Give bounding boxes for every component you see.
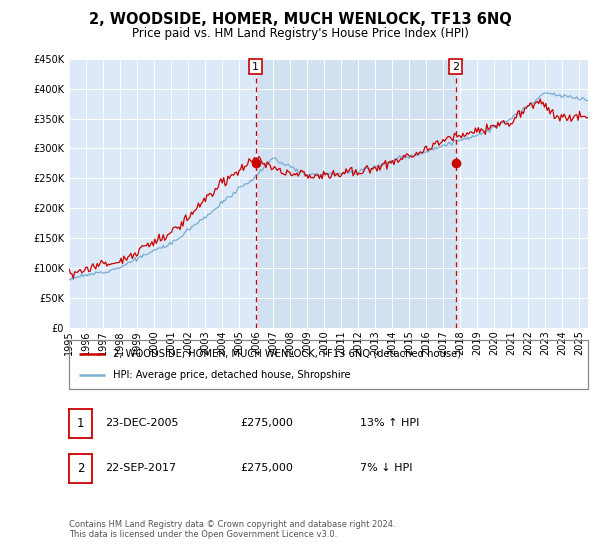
Text: HPI: Average price, detached house, Shropshire: HPI: Average price, detached house, Shro…	[113, 370, 351, 380]
Text: 1: 1	[77, 417, 84, 430]
Bar	[256, 59, 455, 328]
Text: Contains HM Land Registry data © Crown copyright and database right 2024.
This d: Contains HM Land Registry data © Crown c…	[69, 520, 395, 539]
Text: £275,000: £275,000	[240, 463, 293, 473]
Text: 2: 2	[77, 461, 84, 475]
Text: 22-SEP-2017: 22-SEP-2017	[105, 463, 176, 473]
Text: 2, WOODSIDE, HOMER, MUCH WENLOCK, TF13 6NQ: 2, WOODSIDE, HOMER, MUCH WENLOCK, TF13 6…	[89, 12, 511, 27]
Text: 2, WOODSIDE, HOMER, MUCH WENLOCK, TF13 6NQ (detached house): 2, WOODSIDE, HOMER, MUCH WENLOCK, TF13 6…	[113, 349, 461, 359]
Text: 1: 1	[252, 62, 259, 72]
Text: Price paid vs. HM Land Registry's House Price Index (HPI): Price paid vs. HM Land Registry's House …	[131, 27, 469, 40]
Text: 13% ↑ HPI: 13% ↑ HPI	[360, 418, 419, 428]
Text: 7% ↓ HPI: 7% ↓ HPI	[360, 463, 413, 473]
Text: 2: 2	[452, 62, 459, 72]
Text: 23-DEC-2005: 23-DEC-2005	[105, 418, 179, 428]
Text: £275,000: £275,000	[240, 418, 293, 428]
